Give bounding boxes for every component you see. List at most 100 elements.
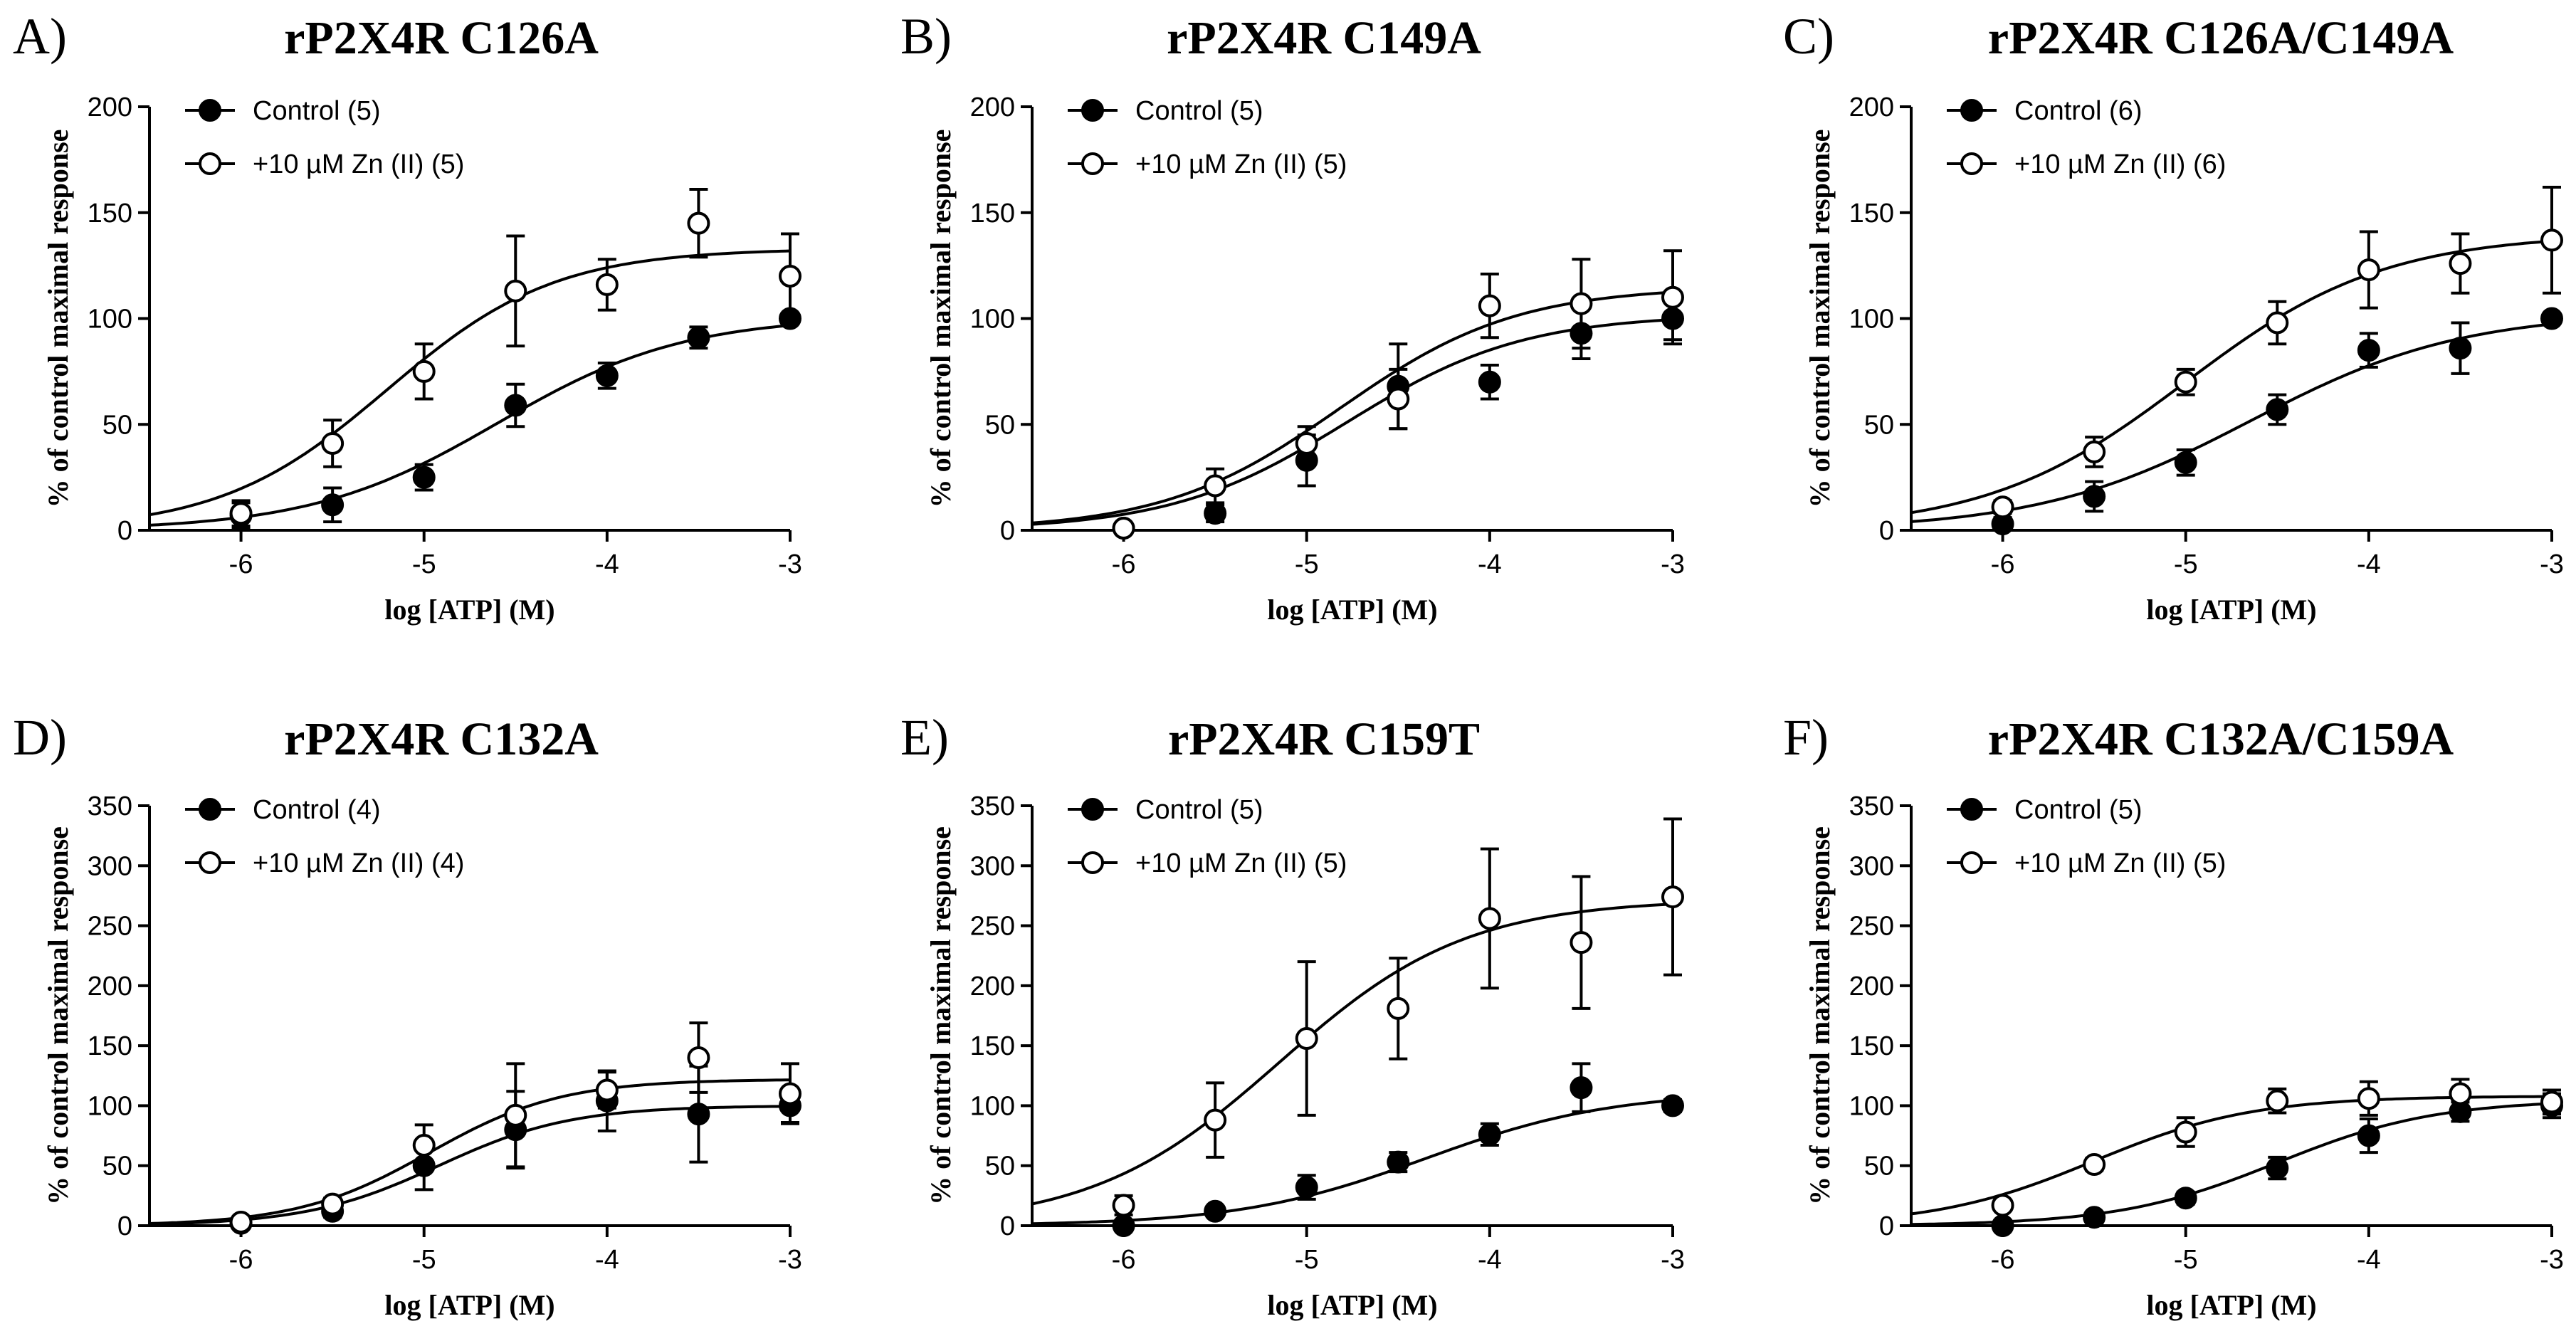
panel-letter: E) [900,709,949,766]
y-tick-label: 250 [970,912,1015,942]
fit-curve [1910,239,2553,515]
data-point [1204,502,1227,525]
y-axis-label: % of control maximal response [42,130,74,508]
data-point [2357,1124,2380,1147]
data-point [1478,1122,1501,1146]
x-tick-label: -6 [1112,549,1136,579]
chart-title: rP2X4R C149A [1167,12,1481,64]
legend-label: Control (5) [1135,96,1263,126]
data-point [687,1046,710,1069]
data-point [1570,931,1593,954]
data-point [1387,387,1410,411]
y-tick-label: 100 [1849,305,1894,335]
x-tick-label: -4 [595,549,619,579]
data-point [1295,1027,1318,1051]
legend-label: +10 µM Zn (II) (6) [2014,149,2226,179]
data-point [2174,451,2197,474]
data-point [412,359,436,383]
x-tick-label: -6 [1991,549,2015,579]
y-axis-label: % of control maximal response [925,826,957,1205]
data-point [1112,1214,1135,1237]
legend-label: +10 µM Zn (II) (5) [1135,149,1347,179]
data-point [1204,1199,1227,1223]
y-tick-label: 0 [1879,516,1894,546]
y-tick-label: 150 [1849,1031,1894,1061]
series-zinc: +10 µM Zn (II) (4) [149,848,801,1234]
data-point [2083,485,2106,508]
series-zinc: +10 µM Zn (II) (5) [1910,848,2563,1217]
legend-marker [1081,798,1104,821]
legend-marker [1960,851,1983,874]
fit-curve [1031,290,1673,525]
data-point [2357,258,2380,282]
y-tick-label: 0 [1000,1211,1015,1241]
x-tick-label: -3 [778,549,802,579]
data-point [595,1078,619,1102]
y-tick-label: 150 [970,199,1015,228]
x-axis-label: log [ATP] (M) [2146,594,2316,626]
data-point [1478,370,1501,394]
data-point [1295,432,1318,456]
data-point [1661,885,1684,909]
data-point [595,273,619,296]
legend-label: Control (4) [253,795,381,825]
y-tick-label: 250 [88,912,132,942]
legend-label: +10 µM Zn (II) (5) [2014,848,2226,878]
y-tick-label: 200 [970,93,1015,122]
data-point [2449,337,2472,360]
data-point [321,432,345,456]
data-point [1570,292,1593,315]
y-tick-label: 200 [1849,972,1894,1001]
x-axis-label: log [ATP] (M) [1267,594,1437,626]
data-point [687,211,710,235]
series-zinc: +10 µM Zn (II) (6) [1910,149,2563,519]
fit-curve [1031,903,1673,1206]
panel-letter: C) [1783,8,1834,65]
x-tick-label: -5 [412,1245,436,1275]
y-axis-label: % of control maximal response [1804,130,1836,508]
y-tick-label: 0 [117,516,132,546]
x-tick-label: -6 [229,549,253,579]
data-point [2174,1120,2197,1144]
data-point [2540,307,2563,330]
y-tick-label: 100 [1849,1091,1894,1121]
data-point [412,466,436,489]
x-tick-label: -4 [2357,549,2381,579]
y-tick-label: 50 [1864,410,1894,440]
x-tick-label: -6 [1112,1245,1136,1275]
data-point [1387,1150,1410,1174]
legend-label: +10 µM Zn (II) (5) [1135,848,1347,878]
data-point [1570,1076,1593,1100]
x-tick-label: -6 [1991,1245,2015,1275]
data-point [1204,1108,1227,1132]
y-tick-label: 300 [88,851,132,881]
fit-curve [1910,322,2553,523]
data-point [2540,1090,2563,1114]
data-point [2083,1153,2106,1177]
data-point [2449,252,2472,275]
data-point [1661,1094,1684,1117]
y-tick-label: 100 [970,305,1015,335]
x-tick-label: -4 [2357,1245,2381,1275]
data-point [1991,495,2014,519]
y-axis-label: % of control maximal response [42,826,74,1205]
x-tick-label: -3 [778,1245,802,1275]
y-tick-label: 150 [970,1031,1015,1061]
legend-marker [199,798,221,821]
data-point [321,1192,345,1216]
data-point [2083,440,2106,463]
data-point [229,1210,253,1234]
x-tick-label: -3 [1661,1245,1685,1275]
data-point [1295,1176,1318,1199]
fit-curve [1910,1095,2553,1216]
y-tick-label: 200 [970,972,1015,1001]
chart-title: rP2X4R C132A [284,713,599,765]
y-tick-label: 200 [1849,93,1894,122]
legend-marker [1081,152,1104,175]
data-point [412,1134,436,1157]
legend-label: +10 µM Zn (II) (4) [253,848,464,878]
y-tick-label: 150 [88,199,132,228]
series-control: Control (4) [149,795,801,1235]
y-tick-label: 50 [985,1152,1015,1182]
data-point [1661,285,1684,309]
